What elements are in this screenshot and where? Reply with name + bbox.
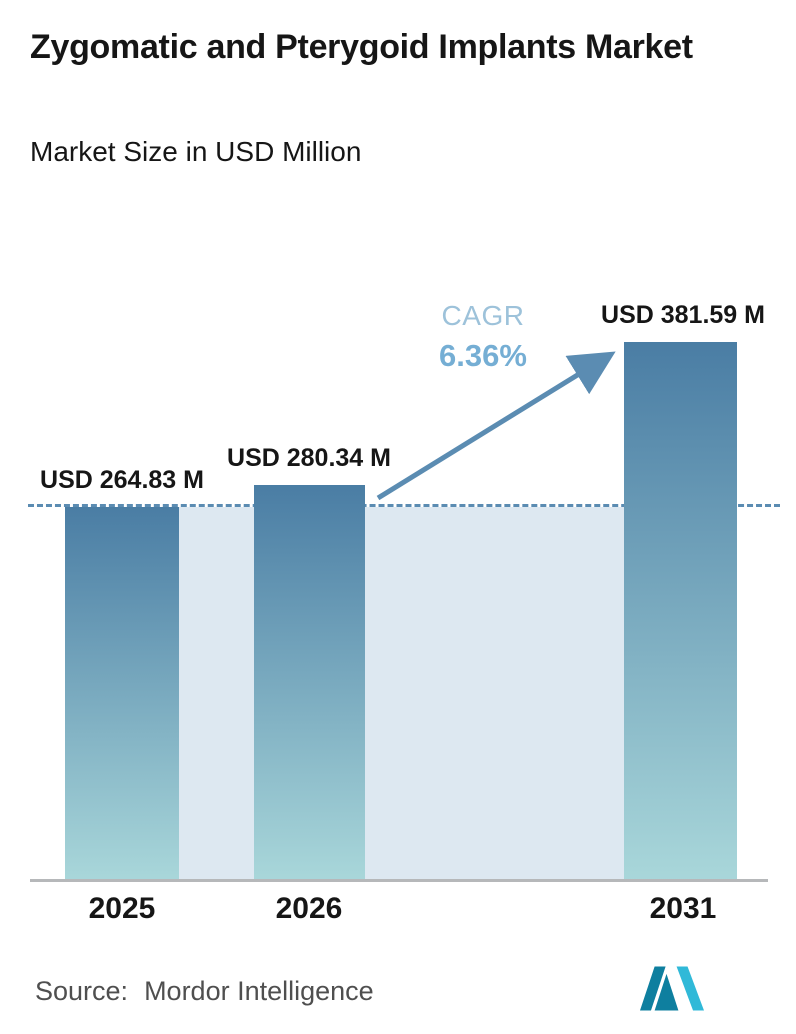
source-value: Mordor Intelligence — [144, 976, 374, 1006]
bar-2031 — [624, 342, 737, 881]
cagr-value: 6.36% — [439, 338, 527, 373]
bar-value-label-2025: USD 264.83 M — [40, 466, 204, 495]
x-axis-line — [30, 879, 768, 882]
bar-value-label-2026: USD 280.34 M — [227, 444, 391, 473]
bar-2025 — [65, 507, 179, 881]
chart-title: Zygomatic and Pterygoid Implants Market — [30, 28, 693, 66]
source-label: Source: — [35, 976, 129, 1006]
reference-dashed-line — [28, 504, 780, 508]
cagr-annotation: CAGR 6.36% — [439, 300, 527, 374]
chart-subtitle: Market Size in USD Million — [30, 136, 362, 167]
x-tick-2031: 2031 — [649, 892, 717, 925]
bar-value-label-2031: USD 381.59 M — [601, 301, 765, 330]
cagr-label: CAGR — [441, 300, 525, 331]
x-tick-2026: 2026 — [275, 892, 343, 925]
source-line: Source: Mordor Intelligence — [35, 976, 374, 1007]
x-tick-2025: 2025 — [88, 892, 156, 925]
mordor-intelligence-logo — [640, 966, 704, 1011]
bar-2026 — [254, 485, 365, 881]
